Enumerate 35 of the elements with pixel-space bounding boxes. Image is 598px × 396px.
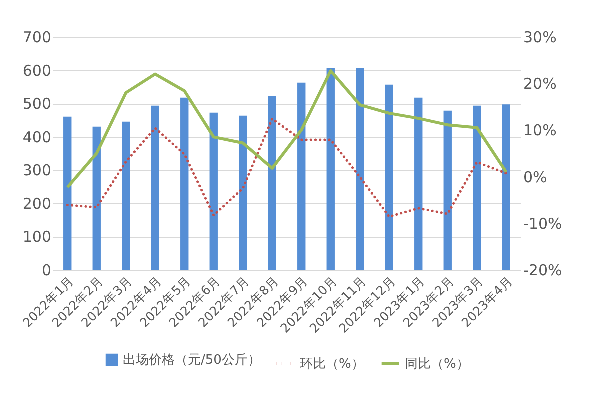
y-tick-label: 400 — [22, 128, 52, 146]
bar — [64, 116, 72, 270]
y2-tick-label: -10% — [524, 214, 562, 233]
bar — [92, 126, 101, 270]
bar — [268, 96, 276, 270]
bar — [122, 122, 130, 270]
y2-tick-label: 0% — [524, 168, 548, 186]
y-tick-label: 700 — [22, 28, 52, 46]
bar — [356, 68, 364, 270]
bar — [239, 116, 248, 270]
y-tick-label: 600 — [22, 62, 52, 80]
y-tick-label: 300 — [22, 162, 52, 180]
bar — [473, 106, 482, 270]
y-tick-label: 500 — [22, 95, 52, 114]
bar — [502, 104, 510, 270]
y-tick-label: 0 — [42, 262, 52, 280]
legend-label: 同比（%） — [405, 356, 470, 372]
legend-label: 环比（%） — [300, 356, 364, 372]
y2-tick-label: 20% — [524, 75, 557, 94]
bar — [151, 106, 160, 270]
bar — [180, 98, 189, 270]
bar — [298, 82, 306, 270]
line-series — [66, 70, 508, 190]
legend-label: 出场价格（元/50公斤） — [123, 353, 261, 368]
line-series — [66, 118, 508, 218]
y2-tick-label: -20% — [524, 262, 562, 280]
bar — [385, 84, 394, 270]
y2-tick-label: 30% — [524, 28, 557, 46]
y2-tick-label: 10% — [524, 122, 557, 140]
bar — [444, 110, 452, 270]
y-tick-label: 100 — [22, 228, 52, 246]
bar — [414, 98, 423, 270]
bar — [326, 68, 335, 270]
bar — [210, 112, 218, 270]
y-tick-label: 200 — [22, 194, 52, 213]
